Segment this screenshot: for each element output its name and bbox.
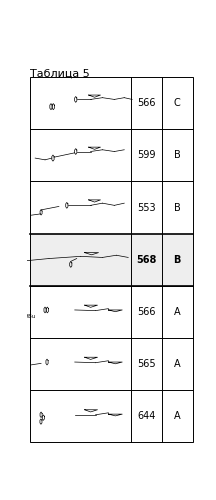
Text: 566: 566 [137, 306, 156, 316]
Text: 565: 565 [137, 359, 156, 369]
Text: 599: 599 [137, 150, 156, 160]
Text: C: C [174, 98, 181, 108]
Bar [30, 234, 193, 285]
Text: 566: 566 [137, 98, 156, 108]
Text: 568: 568 [136, 254, 157, 264]
Text: Таблица 5: Таблица 5 [30, 68, 90, 78]
Text: A: A [174, 306, 181, 316]
Text: B: B [174, 254, 181, 264]
Text: 644: 644 [137, 411, 156, 421]
Text: 553: 553 [137, 202, 156, 212]
Text: B: B [174, 150, 181, 160]
Text: A: A [174, 411, 181, 421]
Text: tBu: tBu [27, 314, 36, 318]
Text: A: A [174, 359, 181, 369]
Text: B: B [174, 202, 181, 212]
